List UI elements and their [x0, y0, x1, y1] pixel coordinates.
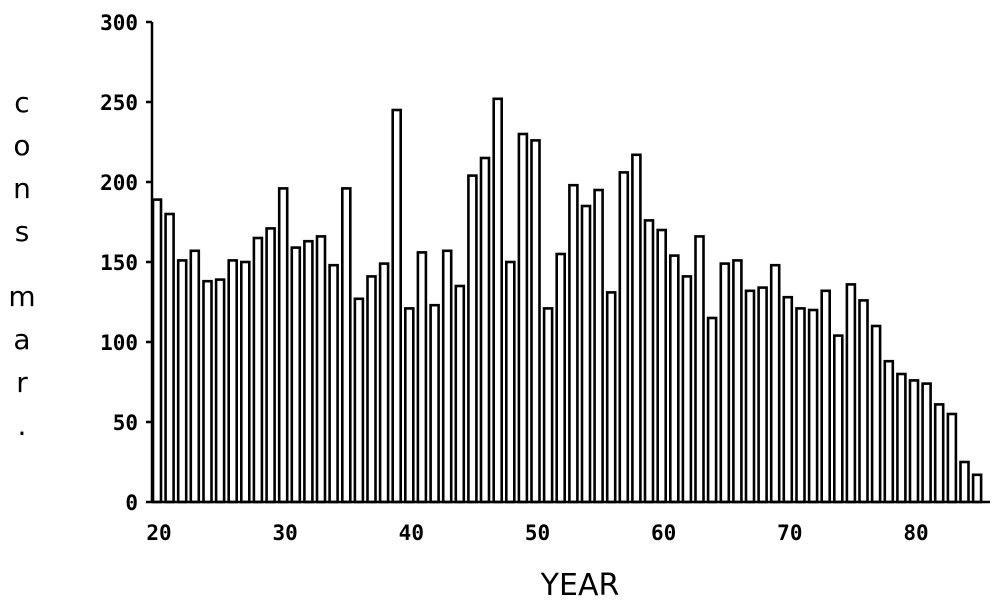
- y-tick-label: 0: [125, 491, 138, 515]
- y-tick-label: 50: [113, 411, 138, 435]
- bar-year-81: [921, 382, 932, 504]
- bar-year-38: [378, 262, 390, 504]
- bar-year-22: [176, 259, 188, 504]
- bar-year-73: [820, 289, 832, 504]
- x-tick-label: 30: [273, 521, 298, 545]
- bar-year-66: [732, 259, 743, 504]
- bar-year-80: [908, 379, 920, 504]
- y-axis-title-char: m: [8, 280, 35, 313]
- bar-year-46: [479, 156, 491, 504]
- bar-year-82: [933, 403, 945, 504]
- bar-year-54: [580, 204, 592, 504]
- bar-year-29: [265, 227, 276, 504]
- bar-year-32: [303, 239, 314, 504]
- bar-year-65: [719, 262, 731, 504]
- y-axis-title-char: s: [15, 215, 30, 248]
- bar-year-84: [959, 460, 970, 504]
- bar-year-49: [517, 132, 529, 504]
- y-tick-label: 100: [100, 331, 138, 355]
- bar-year-50: [530, 139, 541, 504]
- bar-year-20: [151, 198, 163, 504]
- bar-year-78: [883, 359, 895, 504]
- bar-year-83: [946, 412, 958, 504]
- bar-year-37: [366, 275, 377, 504]
- bar-year-56: [605, 291, 617, 504]
- x-tick-label: 60: [651, 521, 676, 545]
- bar-year-39: [391, 108, 403, 504]
- y-axis-title-char: n: [13, 172, 31, 205]
- bar-year-79: [896, 372, 907, 504]
- bar-year-24: [202, 279, 213, 504]
- x-axis-title: YEAR: [540, 568, 620, 603]
- x-tick-label: 50: [525, 521, 550, 545]
- bar-year-64: [706, 316, 718, 504]
- bar-year-60: [656, 228, 668, 504]
- y-tick-label: 200: [100, 171, 138, 195]
- bar-year-67: [744, 289, 756, 504]
- bar-year-34: [328, 263, 339, 504]
- bar-year-69: [769, 263, 781, 504]
- bar-year-75: [845, 283, 857, 504]
- y-axis-title-char: r: [16, 366, 28, 399]
- bar-year-72: [807, 308, 819, 504]
- bar-year-48: [504, 260, 516, 504]
- bar-year-85: [971, 473, 983, 504]
- bar-year-70: [782, 295, 794, 504]
- x-tick-label: 40: [399, 521, 424, 545]
- bar-year-57: [618, 171, 630, 504]
- bar-year-76: [858, 299, 869, 504]
- y-tick-label: 300: [100, 11, 138, 35]
- bar-year-31: [290, 246, 302, 504]
- bar-year-44: [454, 284, 466, 504]
- y-tick-label: 250: [100, 91, 138, 115]
- bar-year-47: [492, 97, 504, 504]
- bar-year-71: [795, 307, 806, 504]
- x-axis-ticks: 20 30 40 50 60 70 80: [146, 521, 928, 545]
- bar-year-62: [681, 275, 693, 504]
- y-axis-title-char: .: [18, 409, 27, 442]
- bar-year-30: [277, 187, 289, 504]
- bar-year-77: [870, 324, 882, 504]
- x-tick-label: 20: [146, 521, 171, 545]
- bar-year-51: [542, 307, 554, 504]
- bar-year-28: [252, 236, 264, 504]
- y-axis-ticks: 0 50 100 150 200 250 300: [100, 11, 152, 515]
- bar-year-40: [403, 307, 415, 504]
- bar-year-55: [593, 188, 604, 504]
- bars: [151, 97, 983, 504]
- y-axis-title-char: a: [13, 323, 30, 356]
- bar-year-59: [643, 219, 655, 504]
- bar-year-45: [467, 174, 478, 504]
- bar-year-23: [189, 249, 201, 504]
- bar-year-58: [631, 153, 642, 504]
- x-tick-label: 80: [903, 521, 928, 545]
- bar-year-68: [757, 286, 768, 504]
- y-axis-title-char: o: [13, 129, 30, 162]
- bar-year-36: [353, 297, 365, 504]
- bar-year-35: [340, 187, 352, 504]
- bar-year-41: [416, 251, 428, 504]
- bar-year-33: [315, 235, 327, 504]
- bar-year-63: [694, 235, 705, 504]
- bar-year-25: [214, 278, 226, 504]
- bar-year-42: [429, 303, 440, 504]
- bar-year-43: [441, 249, 453, 504]
- y-tick-label: 150: [100, 251, 138, 275]
- bar-year-26: [227, 259, 238, 504]
- bar-year-74: [832, 334, 844, 504]
- bar-year-27: [240, 260, 251, 504]
- bar-year-21: [164, 212, 175, 504]
- bar-year-52: [555, 252, 567, 504]
- bar-year-53: [568, 183, 579, 504]
- bar-year-61: [668, 254, 680, 504]
- x-tick-label: 70: [777, 521, 802, 545]
- y-axis-title-char: c: [14, 86, 29, 119]
